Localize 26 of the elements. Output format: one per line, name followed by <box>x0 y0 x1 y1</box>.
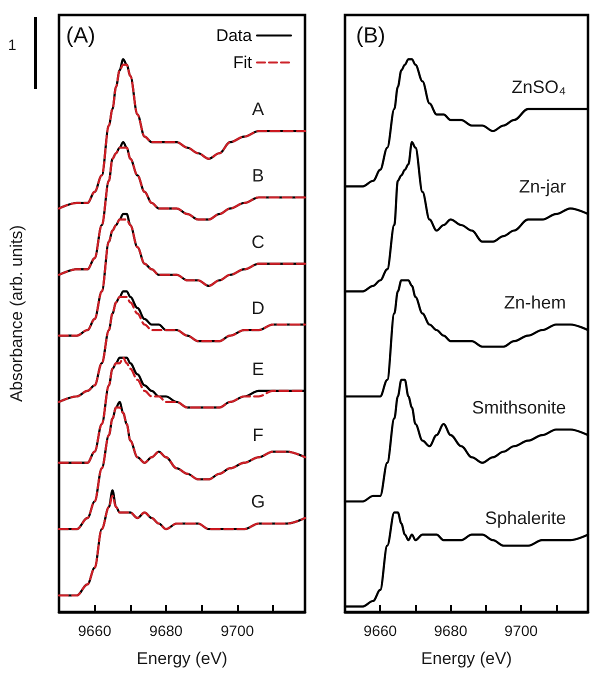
annotation: Zn-hem <box>504 292 566 313</box>
x-tick-label: 9660 <box>78 623 112 640</box>
annotation: Sphalerite <box>484 508 566 528</box>
legend-label: Fit <box>233 53 252 72</box>
annotation: C <box>252 232 264 252</box>
x-tick-label: 9700 <box>504 623 538 640</box>
x-tick-label: 9680 <box>434 623 468 640</box>
annotation: ZnSO₄ <box>512 76 566 97</box>
legend-label: Data <box>216 26 253 45</box>
annotation: Zn-jar <box>518 176 566 196</box>
x-tick-label: 9660 <box>364 623 397 640</box>
annotation: D <box>252 298 264 318</box>
annotation: F <box>252 425 264 446</box>
x-axis-title: Energy (eV) <box>136 649 228 668</box>
text: 1 <box>8 37 16 54</box>
annotation: A <box>252 99 264 120</box>
annotation: E <box>252 358 264 379</box>
x-axis-title: Energy (eV) <box>421 649 512 668</box>
annotation: Smithsonite <box>472 398 566 418</box>
x-tick-label: 9680 <box>149 623 183 640</box>
x-tick-label: 9700 <box>220 623 254 640</box>
chart-title: (B) <box>356 22 386 48</box>
annotation: B <box>252 165 264 186</box>
annotation: G <box>250 492 266 512</box>
chart-title: (A) <box>66 22 96 48</box>
y-axis-title: Absorbance (arb. units) <box>7 225 26 402</box>
